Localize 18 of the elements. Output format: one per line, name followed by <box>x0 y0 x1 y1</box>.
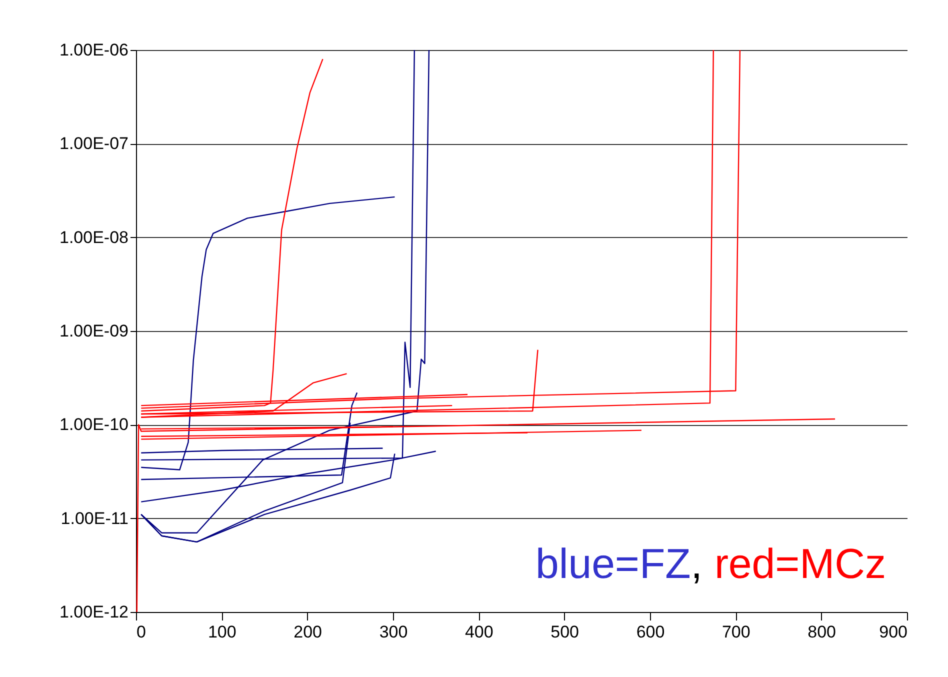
x-tick-label: 400 <box>464 622 494 642</box>
y-tick-label: 1.00E-09 <box>60 322 128 340</box>
x-tick-label: 100 <box>208 622 236 642</box>
x-tick-label: 800 <box>808 622 836 642</box>
x-tick-label: 0 <box>136 622 146 642</box>
x-tick-label: 200 <box>294 622 322 642</box>
y-tick-label: 1.00E-12 <box>60 602 128 622</box>
x-tick-label: 700 <box>722 622 750 642</box>
note-text: blue=FZ, red=MCz <box>536 540 886 588</box>
x-tick-label: 300 <box>379 622 408 642</box>
y-tick-label: 1.00E-11 <box>60 508 128 528</box>
y-tick-label: 1.00E-10 <box>60 415 128 434</box>
x-tick-label: 500 <box>550 622 580 642</box>
y-tick-label: 1.00E-06 <box>60 40 128 60</box>
y-tick-label: 1.00E-08 <box>60 228 128 247</box>
x-tick-label: 900 <box>879 622 908 642</box>
y-tick-label: 1.00E-07 <box>60 134 128 154</box>
x-tick-label: 600 <box>636 622 665 642</box>
